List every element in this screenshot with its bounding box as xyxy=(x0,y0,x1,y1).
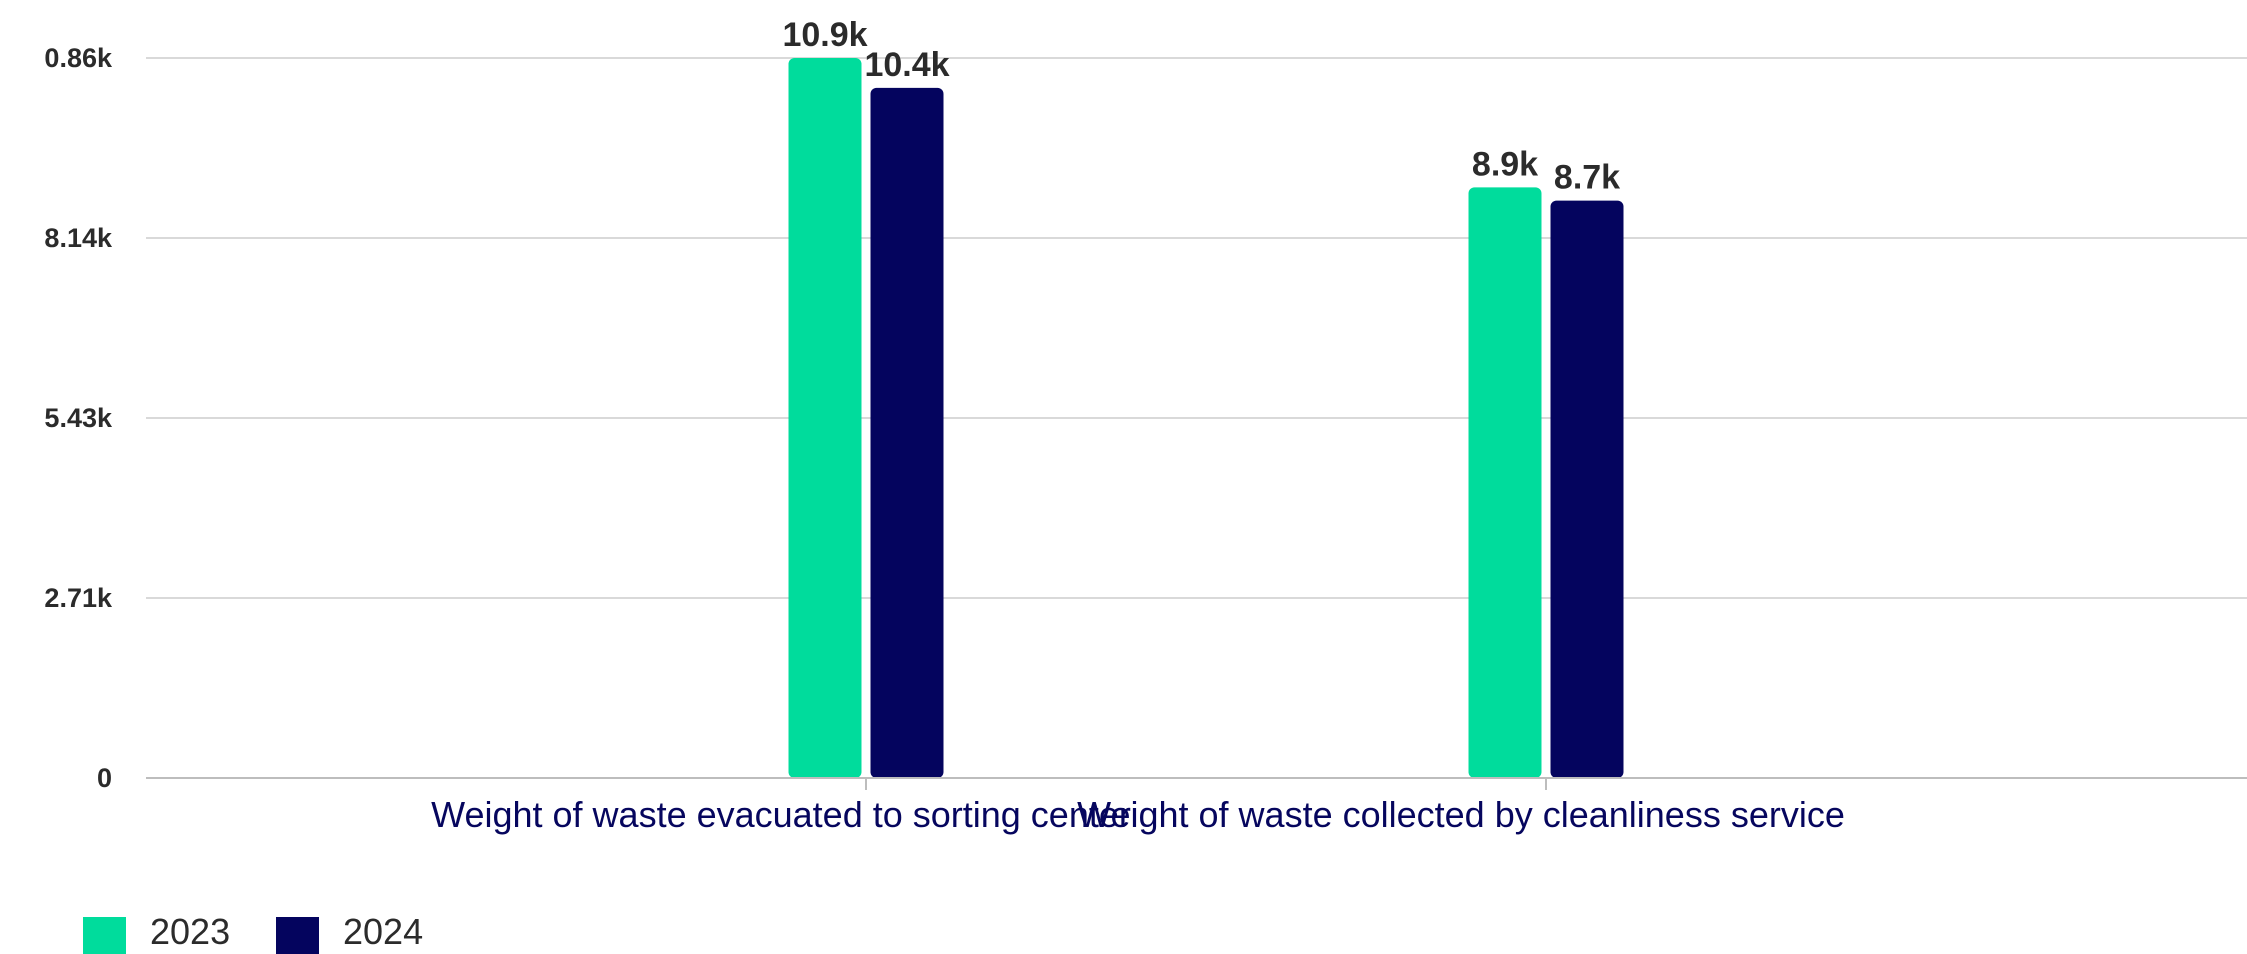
data-label: 10.4k xyxy=(864,46,949,84)
legend: 2023 2024 xyxy=(83,911,423,954)
y-tick-label: 2.71k xyxy=(44,583,113,613)
legend-swatch-2024 xyxy=(276,917,319,954)
data-label: 10.9k xyxy=(782,16,867,54)
gridlines xyxy=(146,57,2247,779)
category-label: Weight of waste evacuated to sorting cen… xyxy=(431,794,1131,835)
y-axis: 0 2.71k 5.43k 8.14k 0.86k xyxy=(44,43,113,793)
y-tick-label: 5.43k xyxy=(44,403,113,433)
bar-2023-1 xyxy=(1468,187,1542,778)
y-tick-label: 0 xyxy=(97,763,112,793)
y-tick-label: 0.86k xyxy=(44,43,113,73)
y-tick-label: 8.14k xyxy=(44,223,113,253)
category-label: Weight of waste collected by cleanliness… xyxy=(1077,794,1845,835)
data-label: 8.7k xyxy=(1554,159,1620,197)
bar-2024-0 xyxy=(870,87,944,778)
legend-label: 2024 xyxy=(343,911,423,952)
bar-2024-1 xyxy=(1550,200,1624,779)
bar-2023-0 xyxy=(788,58,862,778)
legend-label: 2023 xyxy=(150,911,230,952)
data-label: 8.9k xyxy=(1472,145,1538,183)
x-axis: Weight of waste evacuated to sorting cen… xyxy=(146,777,2247,835)
legend-swatch-2023 xyxy=(83,917,126,954)
